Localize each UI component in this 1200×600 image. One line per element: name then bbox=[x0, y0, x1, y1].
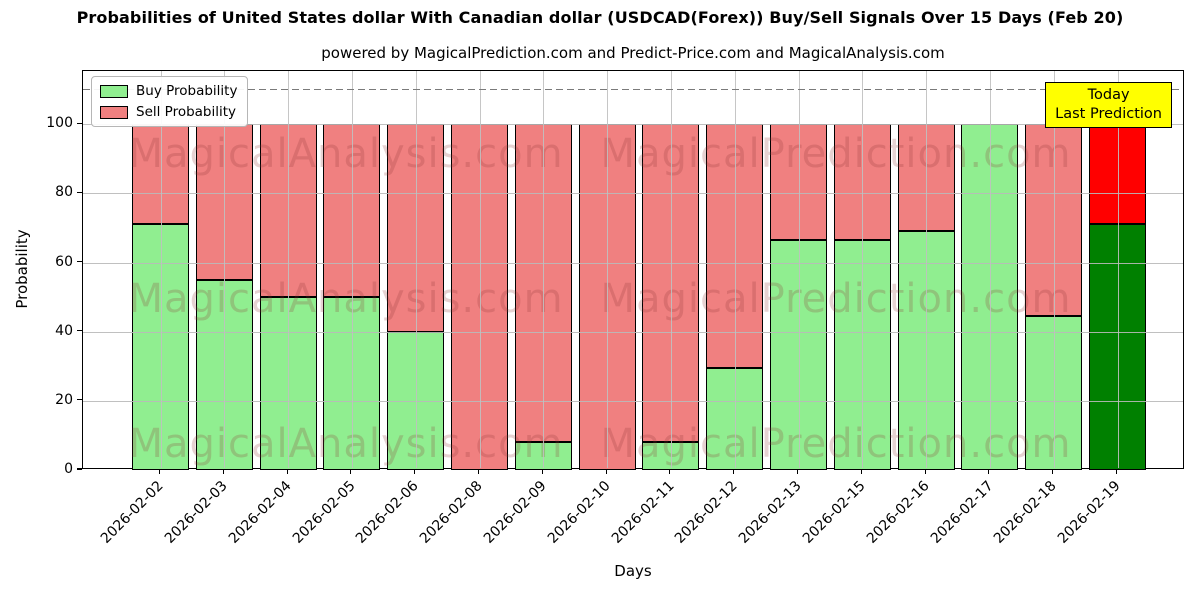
x-tick-mark bbox=[222, 469, 224, 474]
buy-probability-swatch bbox=[100, 84, 128, 98]
legend-item-buy: Buy Probability bbox=[100, 83, 237, 99]
gridline-horizontal bbox=[83, 124, 1183, 126]
gridline-vertical bbox=[798, 71, 800, 468]
x-axis-label: Days bbox=[614, 562, 652, 580]
x-tick-label: 2026-02-12 bbox=[672, 478, 742, 547]
watermark-text: MagicalPrediction.com bbox=[600, 276, 1072, 322]
gridline-horizontal bbox=[83, 262, 1183, 264]
watermark-text: MagicalAnalysis.com bbox=[128, 421, 564, 467]
y-tick-mark bbox=[77, 260, 82, 263]
x-tick-mark bbox=[988, 469, 990, 474]
callout-line-last-prediction: Last Prediction bbox=[1055, 106, 1162, 123]
legend: Buy Probability Sell Probability bbox=[91, 76, 249, 127]
y-tick-label: 60 bbox=[55, 253, 73, 270]
y-tick-label: 20 bbox=[55, 391, 73, 408]
gridline-vertical bbox=[288, 71, 290, 468]
guides-layer bbox=[83, 71, 1183, 468]
today-last-prediction-callout: Today Last Prediction bbox=[1045, 82, 1172, 129]
chart-subtitle: powered by MagicalPrediction.com and Pre… bbox=[321, 44, 945, 62]
x-tick-mark bbox=[1052, 469, 1054, 474]
x-tick-label: 2026-02-15 bbox=[799, 478, 869, 547]
watermark-text: MagicalAnalysis.com bbox=[128, 276, 564, 322]
x-tick-mark bbox=[733, 469, 735, 474]
gridline-vertical bbox=[1053, 71, 1055, 468]
x-tick-label: 2026-02-02 bbox=[97, 478, 167, 547]
x-tick-mark bbox=[924, 469, 926, 474]
x-tick-mark bbox=[1115, 469, 1118, 474]
y-tick-mark bbox=[77, 191, 82, 193]
gridline-horizontal bbox=[83, 193, 1183, 195]
legend-item-sell: Sell Probability bbox=[100, 104, 237, 120]
sell-probability-swatch bbox=[100, 105, 128, 119]
gridline-horizontal bbox=[83, 400, 1183, 402]
y-tick-mark bbox=[77, 399, 82, 401]
x-tick-mark bbox=[477, 469, 480, 474]
gridline-vertical bbox=[351, 71, 353, 468]
x-tick-label: 2026-02-16 bbox=[863, 478, 933, 547]
gridline-vertical bbox=[670, 71, 672, 468]
legend-label-sell: Sell Probability bbox=[136, 104, 237, 120]
gridlines-layer bbox=[83, 71, 1183, 468]
x-tick-mark bbox=[796, 469, 799, 474]
x-tick-label: 2026-02-03 bbox=[161, 478, 231, 547]
x-tick-label: 2026-02-08 bbox=[416, 478, 486, 547]
x-tick-mark bbox=[669, 469, 671, 474]
x-tick-label: 2026-02-09 bbox=[480, 478, 550, 547]
watermark-text: MagicalAnalysis.com bbox=[128, 131, 564, 177]
watermarks-layer: MagicalAnalysis.com MagicalPrediction.com… bbox=[83, 71, 1183, 468]
gridline-vertical bbox=[926, 71, 928, 468]
y-tick-label: 100 bbox=[46, 115, 73, 132]
gridline-vertical bbox=[607, 71, 609, 468]
x-tick-label: 2026-02-11 bbox=[608, 478, 678, 547]
legend-label-buy: Buy Probability bbox=[136, 83, 238, 99]
gridline-vertical bbox=[224, 71, 226, 468]
x-tick-mark bbox=[541, 469, 543, 474]
gridline-vertical bbox=[734, 71, 736, 468]
x-tick-label: 2026-02-17 bbox=[927, 478, 997, 547]
y-tick-mark bbox=[77, 330, 82, 332]
watermark-text: MagicalPrediction.com bbox=[600, 131, 1072, 177]
y-tick-label: 0 bbox=[64, 461, 73, 477]
gridline-vertical bbox=[160, 71, 162, 468]
x-tick-label: 2026-02-04 bbox=[225, 478, 295, 547]
plot-area: MagicalAnalysis.com MagicalPrediction.com… bbox=[82, 70, 1184, 470]
x-tick-mark bbox=[158, 469, 161, 474]
x-tick-mark bbox=[605, 469, 607, 474]
gridline-horizontal bbox=[83, 331, 1183, 333]
y-tick-mark bbox=[77, 468, 82, 470]
x-tick-mark bbox=[414, 469, 416, 474]
x-tick-label: 2026-02-10 bbox=[544, 478, 614, 547]
x-tick-label: 2026-02-05 bbox=[289, 478, 359, 547]
x-tick-mark bbox=[860, 469, 862, 474]
gridline-vertical bbox=[415, 71, 417, 468]
callout-line-today: Today bbox=[1087, 87, 1130, 103]
x-tick-mark bbox=[286, 469, 288, 474]
gridline-vertical bbox=[989, 71, 991, 468]
y-tick-label: 80 bbox=[55, 184, 73, 201]
x-tick-label: 2026-02-13 bbox=[735, 478, 805, 547]
y-tick-mark bbox=[77, 122, 82, 124]
x-tick-label: 2026-02-18 bbox=[991, 478, 1061, 547]
gridline-vertical bbox=[479, 71, 481, 468]
y-axis-label: Probability bbox=[13, 229, 31, 309]
x-tick-mark bbox=[350, 469, 352, 474]
gridline-vertical bbox=[543, 71, 545, 468]
gridline-vertical bbox=[1117, 71, 1119, 468]
gridline-vertical bbox=[862, 71, 864, 468]
watermark-text: MagicalPrediction.com bbox=[600, 421, 1072, 467]
chart-title: Probabilities of United States dollar Wi… bbox=[76, 8, 1124, 27]
y-tick-label: 40 bbox=[55, 322, 73, 339]
x-tick-label: 2026-02-06 bbox=[353, 478, 423, 547]
dashed-guideline bbox=[83, 88, 1183, 91]
x-tick-label: 2026-02-19 bbox=[1054, 478, 1124, 547]
